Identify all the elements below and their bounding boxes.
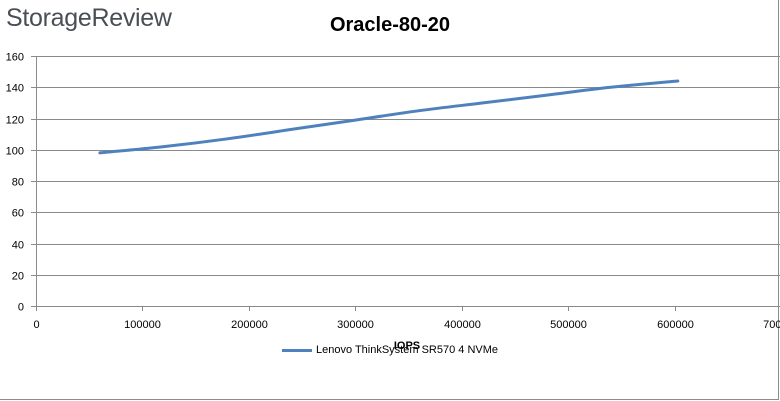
legend-swatch <box>282 348 312 352</box>
x-tick-labels: 0 100000 200000 300000 400000 500000 600000 700… <box>33 319 780 331</box>
y-tick-label-160: 160 <box>6 52 24 64</box>
y-tick-label-120: 120 <box>6 115 24 127</box>
legend: Lenovo ThinkSystem SR570 4 NVMe <box>0 344 780 356</box>
y-tick-label-80: 80 <box>12 177 24 189</box>
x-tick-label-700000: 700000 <box>763 319 780 331</box>
chart-title-text: Oracle-80-20 <box>329 14 451 36</box>
y-tick-label-100: 100 <box>6 146 24 158</box>
y-tick-label-60: 60 <box>12 208 24 220</box>
series-lines <box>98 79 680 155</box>
y-tick-label-40: 40 <box>12 240 24 252</box>
x-tick-label-300000: 300000 <box>337 319 374 331</box>
storagereview-logo: StorageReview <box>6 4 172 32</box>
series-line-0 <box>98 79 680 155</box>
x-tick-label-0: 0 <box>33 319 39 331</box>
axes <box>31 56 780 311</box>
x-tick-label-200000: 200000 <box>231 319 268 331</box>
x-axis-title: IOPS <box>394 340 420 352</box>
gridlines <box>36 56 780 276</box>
x-tick-label-500000: 500000 <box>550 319 587 331</box>
legend-label: Lenovo ThinkSystem SR570 4 NVMe <box>316 344 498 356</box>
chart-title: Oracle-80-20 <box>0 14 780 37</box>
y-tick-labels: 0 20 40 60 80 100 120 140 160 <box>6 52 24 314</box>
x-tick-label-600000: 600000 <box>657 319 694 331</box>
x-tick-label-400000: 400000 <box>444 319 481 331</box>
y-tick-label-20: 20 <box>12 271 24 283</box>
x-tick-label-100000: 100000 <box>124 319 161 331</box>
y-tick-label-0: 0 <box>18 302 24 314</box>
y-tick-label-140: 140 <box>6 83 24 95</box>
